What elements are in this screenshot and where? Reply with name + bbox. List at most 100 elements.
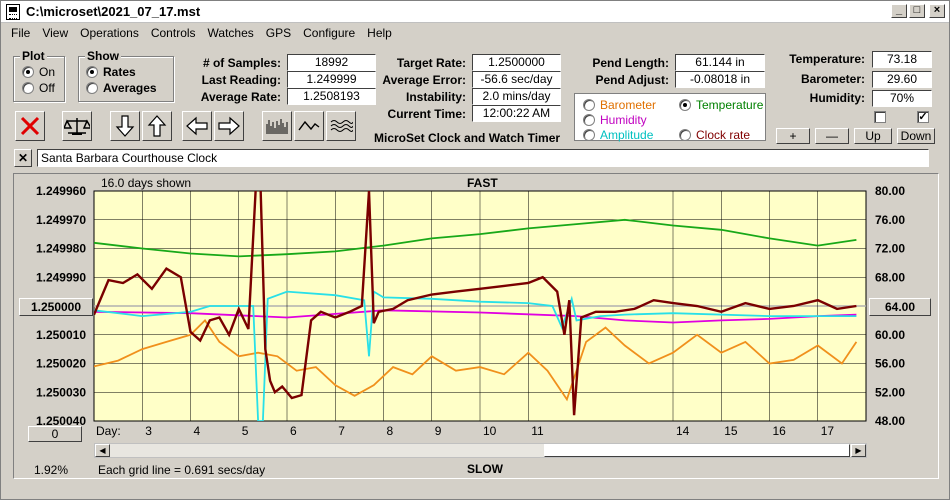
up-button[interactable]: Up xyxy=(854,128,892,144)
scroll-right-button[interactable] xyxy=(214,111,244,141)
plot-group: Plot xyxy=(13,49,65,102)
plus-button[interactable]: + xyxy=(776,128,810,144)
target-rate-field: 1.2500000 xyxy=(472,54,561,71)
window-controls: _ □ × xyxy=(891,4,945,18)
x-tick-label: 6 xyxy=(290,424,297,438)
menu-controls[interactable]: Controls xyxy=(150,26,196,40)
scroll-down-button[interactable] xyxy=(110,111,140,141)
x-tick-label: 17 xyxy=(821,424,835,438)
line-graph-icon xyxy=(298,120,320,131)
arrow-left-icon xyxy=(186,116,208,136)
barometer-option[interactable]: Barometer xyxy=(583,98,656,112)
show-averages-radio[interactable]: Averages xyxy=(86,81,157,95)
close-button[interactable]: × xyxy=(929,4,945,18)
temperature-option[interactable]: Temperature xyxy=(679,98,763,112)
scrollbar-thumb[interactable] xyxy=(544,444,850,457)
graph-frame xyxy=(13,173,939,479)
pend-length-label: Pend Length: xyxy=(592,56,669,70)
y-left-tick-label: 1.250020 xyxy=(36,357,86,371)
chart-series-layer xyxy=(94,191,858,421)
amplitude-option[interactable]: Amplitude xyxy=(583,128,653,142)
zero-button[interactable]: 0 xyxy=(28,426,82,442)
percent-readout: 1.92% xyxy=(34,463,69,477)
y-left-tick-label: 1.250040 xyxy=(36,414,86,428)
minus-button[interactable]: — xyxy=(815,128,849,144)
plot-off-radio[interactable]: Off xyxy=(22,81,55,95)
y-right-tick-label: 48.00 xyxy=(875,414,905,428)
menu-help[interactable]: Help xyxy=(367,26,392,40)
show-rates-label: Rates xyxy=(103,65,136,79)
x-tick-label: 10 xyxy=(483,424,497,438)
center-sensor-button[interactable]: 64.00 xyxy=(869,298,931,316)
radio-icon xyxy=(86,82,98,94)
last-reading-field: 1.249999 xyxy=(287,71,376,88)
temperature-option-label: Temperature xyxy=(696,98,764,112)
average-error-label: Average Error: xyxy=(382,73,466,87)
menu-configure[interactable]: Configure xyxy=(303,26,356,40)
clear-data-button[interactable] xyxy=(15,111,45,141)
y-right-tick-label: 76.00 xyxy=(875,213,905,227)
temperature-label: Temperature: xyxy=(789,52,865,66)
grid-note: Each grid line = 0.691 secs/day xyxy=(98,463,266,477)
x-tick-label: 15 xyxy=(724,424,738,438)
pend-length-field: 61.144 in xyxy=(675,54,765,71)
menu-file[interactable]: File xyxy=(11,26,31,40)
scroll-right-arrow-icon[interactable]: ▶ xyxy=(851,444,866,457)
right-checkbox[interactable]: ✓ xyxy=(917,111,929,123)
menu-view[interactable]: View xyxy=(42,26,69,40)
menu-watches[interactable]: Watches xyxy=(207,26,254,40)
center-rate-button[interactable]: 1.250000 xyxy=(19,298,93,316)
trace-graph-button[interactable] xyxy=(326,111,356,141)
arrow-down-icon xyxy=(115,115,135,137)
menu-gps[interactable]: GPS xyxy=(265,26,292,40)
left-checkbox[interactable] xyxy=(874,111,886,123)
bar-graph-button[interactable] xyxy=(262,111,292,141)
y-right-tick-label: 72.00 xyxy=(875,242,905,256)
minimize-button[interactable]: _ xyxy=(891,4,907,18)
series-line-temperature xyxy=(94,218,857,258)
clock-name-field[interactable]: Santa Barbara Courthouse Clock xyxy=(37,149,929,167)
y-left-tick-label: 1.250030 xyxy=(36,385,86,399)
y-left-tick-label: 1.249960 xyxy=(36,184,86,198)
show-rates-radio[interactable]: Rates xyxy=(86,65,136,79)
current-time-field: 12:00:22 AM xyxy=(472,105,561,122)
pend-adjust-label: Pend Adjust: xyxy=(595,73,669,87)
last-reading-label: Last Reading: xyxy=(201,73,281,87)
y-left-tick-label: 1.250010 xyxy=(36,328,86,342)
x-tick-label: 11 xyxy=(531,424,544,438)
x-tick-label: 9 xyxy=(435,424,442,438)
y-left-tick-label: 1.249980 xyxy=(36,242,86,256)
scale-icon xyxy=(64,118,90,135)
scroll-left-button[interactable] xyxy=(182,111,212,141)
radio-icon xyxy=(583,99,595,111)
clock-rate-option[interactable]: Clock rate xyxy=(679,128,750,142)
show-group: Show xyxy=(78,49,174,102)
plot-on-radio[interactable]: On xyxy=(22,65,55,79)
plot-on-label: On xyxy=(39,65,56,79)
menu-operations[interactable]: Operations xyxy=(80,26,139,40)
maximize-button[interactable]: □ xyxy=(909,4,925,18)
title-bar: C:\microset\2021_07_17.mst _ □ × xyxy=(1,1,949,23)
humidity-option[interactable]: Humidity xyxy=(583,113,647,127)
plot-group-title: Plot xyxy=(20,49,47,63)
line-graph-button[interactable] xyxy=(294,111,324,141)
down-button[interactable]: Down xyxy=(897,128,935,144)
clear-name-button[interactable]: ✕ xyxy=(14,149,32,167)
balance-button[interactable] xyxy=(62,111,92,141)
day-axis-label: Day: xyxy=(96,424,121,438)
pend-adjust-field: -0.08018 in xyxy=(675,71,765,88)
scroll-up-button[interactable] xyxy=(142,111,172,141)
current-time-label: Current Time: xyxy=(387,107,466,121)
x-tick-label: 3 xyxy=(145,424,152,438)
humidity-label: Humidity: xyxy=(809,91,865,105)
horizontal-scrollbar[interactable]: ◀ ▶ xyxy=(94,443,867,458)
samples-field: 18992 xyxy=(287,54,376,71)
average-rate-label: Average Rate: xyxy=(200,90,281,104)
radio-icon xyxy=(679,129,691,141)
scroll-left-arrow-icon[interactable]: ◀ xyxy=(95,444,110,457)
app-icon[interactable] xyxy=(6,3,20,20)
radio-icon xyxy=(583,114,595,126)
clock-rate-option-label: Clock rate xyxy=(696,128,751,142)
